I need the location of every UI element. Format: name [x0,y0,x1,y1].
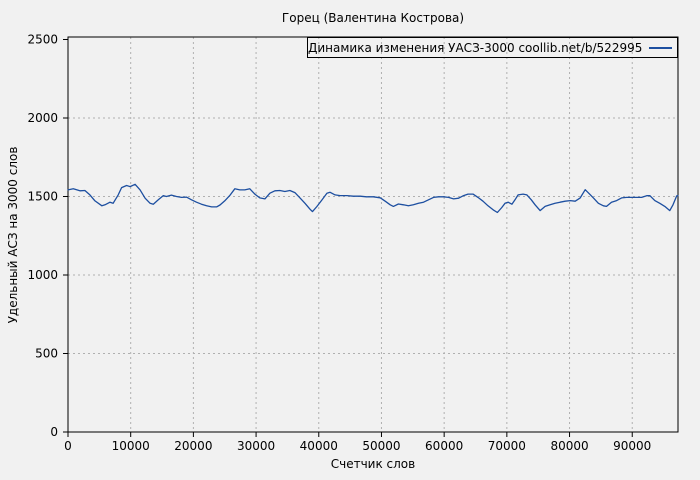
legend-line-sample-icon [649,46,672,49]
y-tick-label: 500 [35,347,58,361]
x-tick-label: 60000 [425,439,463,453]
chart-title: Горец (Валентина Кострова) [281,11,465,25]
y-tick-label: 1500 [27,190,58,204]
x-tick-label: 50000 [362,439,400,453]
x-tick-label: 0 [64,439,72,453]
y-tick-label: 0 [50,425,58,439]
x-tick-label: 30000 [237,439,275,453]
legend-label: Динамика изменения УАСЗ-3000 coollib.net… [308,40,643,55]
y-tick-label: 2000 [27,111,58,125]
x-tick-label: 40000 [300,439,338,453]
data-series-line [67,183,679,214]
x-tick-label: 20000 [174,439,212,453]
y-tick-label: 1000 [27,268,58,282]
x-tick-label: 90000 [613,439,651,453]
y-tick-label: 2500 [27,33,58,47]
plot-border [67,36,679,433]
x-tick-label: 70000 [488,439,526,453]
x-tick-label: 10000 [112,439,150,453]
legend: Динамика изменения УАСЗ-3000 coollib.net… [307,37,678,58]
x-axis-label: Счетчик слов [330,457,416,471]
x-tick-label: 80000 [550,439,588,453]
